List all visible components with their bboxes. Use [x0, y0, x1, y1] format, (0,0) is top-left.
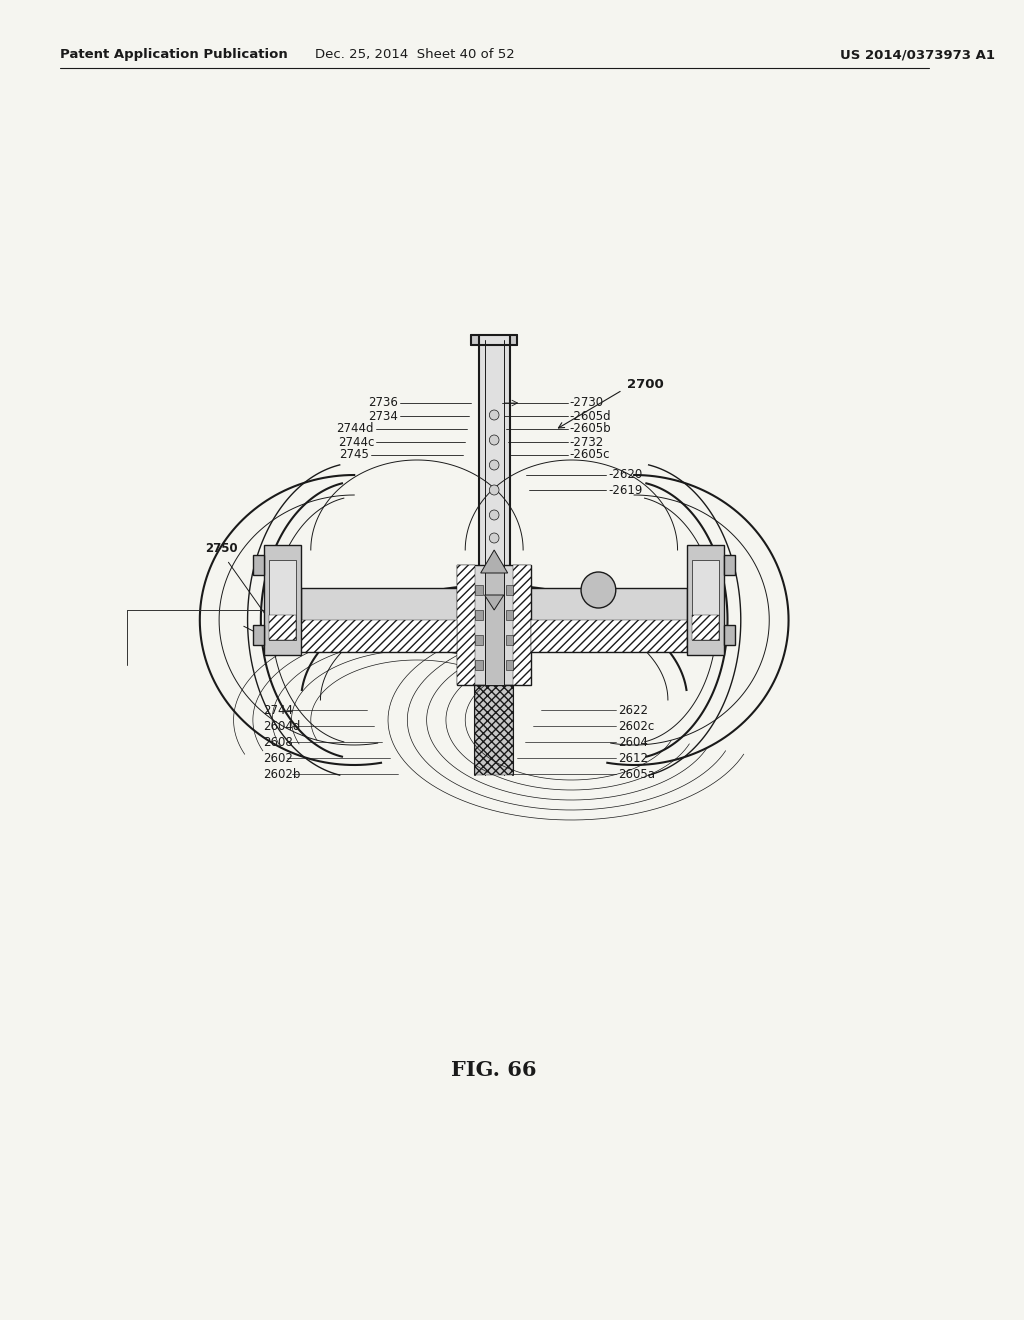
- Text: -2605b: -2605b: [569, 422, 611, 436]
- Bar: [687, 545, 724, 655]
- Text: 2608: 2608: [263, 735, 293, 748]
- Text: -2605d: -2605d: [569, 409, 611, 422]
- Text: -2730: -2730: [569, 396, 603, 409]
- Bar: [253, 554, 264, 576]
- Bar: [506, 585, 513, 595]
- Bar: [506, 660, 513, 671]
- Polygon shape: [484, 595, 504, 610]
- Bar: [530, 620, 687, 652]
- Text: -2605c: -2605c: [569, 449, 610, 462]
- Text: 2744: 2744: [263, 704, 294, 717]
- Bar: [475, 585, 482, 595]
- Bar: [458, 565, 530, 685]
- Polygon shape: [480, 550, 508, 573]
- Bar: [475, 610, 482, 620]
- Bar: [530, 587, 687, 652]
- Text: 2604: 2604: [617, 735, 647, 748]
- Text: 2612: 2612: [617, 751, 648, 764]
- Bar: [692, 560, 719, 640]
- Bar: [475, 685, 513, 775]
- Circle shape: [581, 572, 615, 609]
- Text: 2602: 2602: [263, 751, 293, 764]
- Bar: [475, 660, 482, 671]
- Text: 2602b: 2602b: [263, 767, 301, 780]
- Bar: [475, 685, 513, 775]
- Text: -2619: -2619: [608, 483, 642, 496]
- Text: 2602c: 2602c: [617, 719, 654, 733]
- Text: -2620: -2620: [608, 469, 642, 482]
- Bar: [269, 560, 296, 640]
- Text: Dec. 25, 2014  Sheet 40 of 52: Dec. 25, 2014 Sheet 40 of 52: [315, 48, 515, 61]
- Text: 2700: 2700: [628, 379, 665, 392]
- Bar: [301, 620, 458, 652]
- Bar: [301, 587, 458, 652]
- Text: FIG. 66: FIG. 66: [452, 1060, 537, 1080]
- Text: 2622: 2622: [617, 704, 648, 717]
- Text: 2736: 2736: [368, 396, 397, 409]
- Text: 2734: 2734: [368, 409, 397, 422]
- Bar: [253, 624, 264, 645]
- Bar: [484, 565, 504, 685]
- Bar: [724, 554, 735, 576]
- Bar: [458, 565, 475, 685]
- Bar: [475, 635, 482, 645]
- Bar: [510, 335, 517, 345]
- Circle shape: [489, 484, 499, 495]
- Text: 2744d: 2744d: [337, 422, 374, 436]
- Circle shape: [489, 411, 499, 420]
- Bar: [269, 615, 296, 640]
- Text: 2604d: 2604d: [263, 719, 301, 733]
- Text: 2605a: 2605a: [617, 767, 654, 780]
- Text: -2732: -2732: [569, 436, 604, 449]
- Circle shape: [489, 459, 499, 470]
- Text: 2744c: 2744c: [338, 436, 374, 449]
- Bar: [471, 335, 479, 345]
- Text: US 2014/0373973 A1: US 2014/0373973 A1: [840, 48, 994, 61]
- Text: 2750: 2750: [206, 541, 239, 554]
- Circle shape: [489, 533, 499, 543]
- Bar: [479, 335, 510, 565]
- Bar: [506, 610, 513, 620]
- Circle shape: [489, 436, 499, 445]
- Text: 2745: 2745: [339, 449, 369, 462]
- Circle shape: [489, 510, 499, 520]
- Bar: [264, 545, 301, 655]
- Text: Patent Application Publication: Patent Application Publication: [59, 48, 288, 61]
- Bar: [692, 615, 719, 640]
- Bar: [513, 565, 530, 685]
- Bar: [724, 624, 735, 645]
- Bar: [506, 635, 513, 645]
